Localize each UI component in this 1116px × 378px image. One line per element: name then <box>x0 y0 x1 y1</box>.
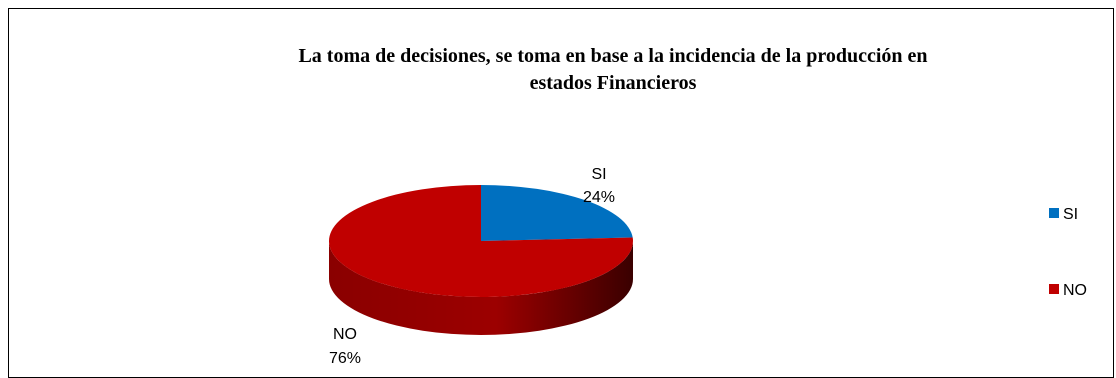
legend-label-si: SI <box>1063 206 1078 223</box>
legend-swatch-si <box>1049 208 1059 218</box>
pie-slices <box>329 185 633 335</box>
legend-label-no: NO <box>1063 282 1087 299</box>
pie-slice-no <box>329 185 633 298</box>
chart-title-line-1: La toma de decisiones, se toma en base a… <box>298 45 927 67</box>
data-label-si-category: SI <box>591 166 606 183</box>
legend-swatch-no <box>1049 284 1059 294</box>
data-label-no-percent: 76% <box>329 350 361 367</box>
pie-side-no <box>329 241 633 335</box>
pie-chart-svg: La toma de decisiones, se toma en base a… <box>298 45 1087 367</box>
pie-slice-si <box>481 185 633 241</box>
chart-title-line-2: estados Financieros <box>530 72 697 94</box>
chart-area: La toma de decisiones, se toma en base a… <box>8 8 1114 378</box>
data-label-no-category: NO <box>333 326 357 343</box>
data-label-si-percent: 24% <box>583 189 615 206</box>
